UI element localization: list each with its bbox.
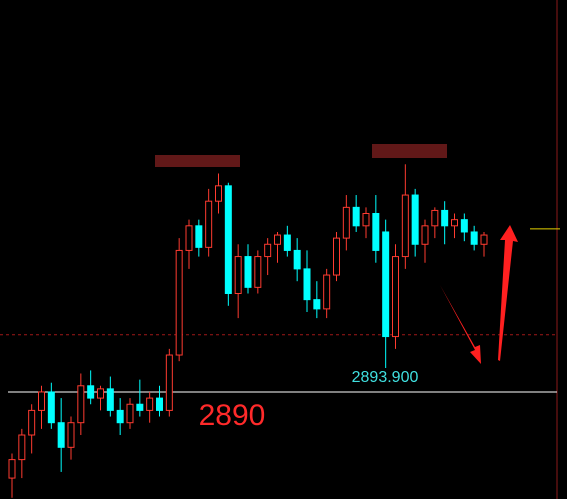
candle-body xyxy=(283,234,291,251)
reference-label: 2890 xyxy=(199,399,266,432)
candle-body xyxy=(8,459,16,479)
candle-body xyxy=(146,397,154,411)
candle-body xyxy=(106,388,114,411)
candle-body xyxy=(264,243,272,258)
blurred-label xyxy=(155,155,240,167)
candle-body xyxy=(126,403,134,424)
candle-body xyxy=(392,256,399,338)
candle-body xyxy=(293,249,301,270)
candle-body xyxy=(224,185,232,294)
candle-body xyxy=(274,234,281,245)
candle-body xyxy=(156,397,163,411)
candle-body xyxy=(333,237,340,276)
candle-body xyxy=(342,206,350,239)
candle-body xyxy=(254,256,262,288)
arrow-up xyxy=(498,225,518,361)
candle-body xyxy=(382,231,390,338)
arrow-down xyxy=(440,285,481,364)
candle-body xyxy=(67,422,75,448)
candle-body xyxy=(372,213,380,251)
candle-body xyxy=(352,206,360,227)
candle-body xyxy=(136,403,144,411)
blurred-label xyxy=(372,144,447,158)
candle-body xyxy=(441,209,449,227)
candle-body xyxy=(57,422,65,448)
candle-body xyxy=(411,194,419,245)
candle-body xyxy=(28,409,36,436)
candle-body xyxy=(323,274,331,310)
candle-body xyxy=(97,388,104,399)
candle-body xyxy=(87,385,95,399)
candle-body xyxy=(185,225,193,251)
candle-body xyxy=(205,200,213,248)
candle-body xyxy=(431,209,439,227)
candle-body xyxy=(215,185,222,202)
candle-body xyxy=(38,391,45,411)
candle-body xyxy=(401,194,409,258)
candle-body xyxy=(47,391,55,424)
plot xyxy=(0,164,560,498)
candle-body xyxy=(234,256,242,294)
candle-body xyxy=(480,234,488,245)
candle-body xyxy=(451,219,458,227)
candle-body xyxy=(421,225,429,245)
candle-body xyxy=(116,409,124,424)
candle-body xyxy=(362,213,370,227)
candle-body xyxy=(470,231,478,245)
candle-body xyxy=(195,225,203,248)
candle-body xyxy=(175,249,183,356)
low-label: 2893.900 xyxy=(352,369,419,386)
candle-body xyxy=(165,354,173,411)
candle-body xyxy=(303,268,311,301)
candle-body xyxy=(244,256,252,288)
candle-body xyxy=(77,385,85,424)
candle-body xyxy=(18,434,26,461)
candle-body xyxy=(313,299,321,310)
candle-body xyxy=(460,219,468,233)
